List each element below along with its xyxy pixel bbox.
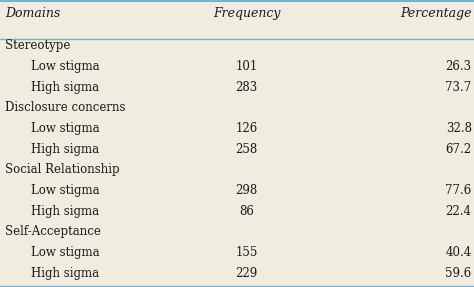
Text: 59.6: 59.6 (446, 267, 472, 280)
Text: 258: 258 (236, 143, 257, 156)
Text: Disclosure concerns: Disclosure concerns (5, 101, 125, 115)
Text: Self-Acceptance: Self-Acceptance (5, 225, 100, 238)
Text: 298: 298 (236, 184, 257, 197)
Text: Percentage: Percentage (400, 7, 472, 20)
Text: Frequency: Frequency (213, 7, 280, 20)
Text: Low stigma: Low stigma (31, 184, 100, 197)
Text: 155: 155 (235, 246, 258, 259)
Text: Domains: Domains (5, 7, 60, 20)
Text: 229: 229 (236, 267, 257, 280)
Text: High sigma: High sigma (31, 267, 99, 280)
Text: 73.7: 73.7 (446, 81, 472, 94)
Text: Low stigma: Low stigma (31, 122, 100, 135)
Text: 77.6: 77.6 (446, 184, 472, 197)
Text: 40.4: 40.4 (446, 246, 472, 259)
Text: 86: 86 (239, 205, 254, 218)
Text: 101: 101 (236, 60, 257, 73)
Text: 283: 283 (236, 81, 257, 94)
Text: Low stigma: Low stigma (31, 60, 100, 73)
Text: 26.3: 26.3 (446, 60, 472, 73)
Text: Social Relationship: Social Relationship (5, 163, 119, 177)
Text: 126: 126 (236, 122, 257, 135)
Text: 32.8: 32.8 (446, 122, 472, 135)
Text: 22.4: 22.4 (446, 205, 472, 218)
Text: 67.2: 67.2 (446, 143, 472, 156)
Text: High sigma: High sigma (31, 81, 99, 94)
Text: High sigma: High sigma (31, 143, 99, 156)
Text: Low stigma: Low stigma (31, 246, 100, 259)
Text: High sigma: High sigma (31, 205, 99, 218)
Text: Stereotype: Stereotype (5, 39, 70, 53)
